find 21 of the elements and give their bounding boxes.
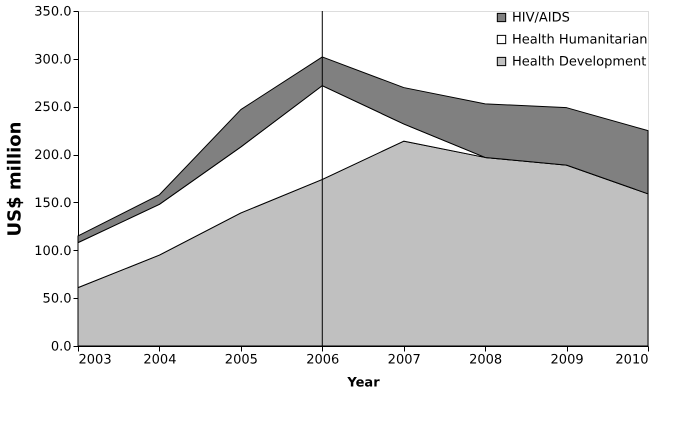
y-tick-label: 50.0	[42, 292, 72, 307]
x-tick-label: 2005	[224, 352, 258, 368]
x-tick-label: 2004	[143, 352, 176, 368]
legend-label: HIV/AIDS	[512, 10, 570, 26]
y-tick-label: 200.0	[34, 148, 72, 164]
y-tick-label: 300.0	[34, 52, 72, 68]
x-tick-label: 2010	[615, 352, 648, 368]
x-tick-label: 2003	[78, 352, 112, 368]
y-tick-label: 150.0	[34, 196, 72, 211]
y-tick-label: 0.0	[50, 340, 72, 354]
y-tick-label: 350.0	[34, 4, 72, 20]
legend-label: Health Humanitarian	[512, 32, 648, 48]
y-tick-label: 100.0	[34, 244, 72, 259]
y-axis-title: US$ million	[4, 122, 26, 236]
x-axis-title: Year	[346, 376, 380, 390]
x-tick-label: 2007	[388, 352, 421, 368]
y-tick-label: 250.0	[34, 100, 72, 116]
x-tick-label: 2009	[550, 352, 584, 368]
x-tick-label: 2006	[306, 352, 340, 368]
x-tick-label: 2008	[469, 352, 502, 368]
legend-label: Health Development	[512, 54, 646, 70]
